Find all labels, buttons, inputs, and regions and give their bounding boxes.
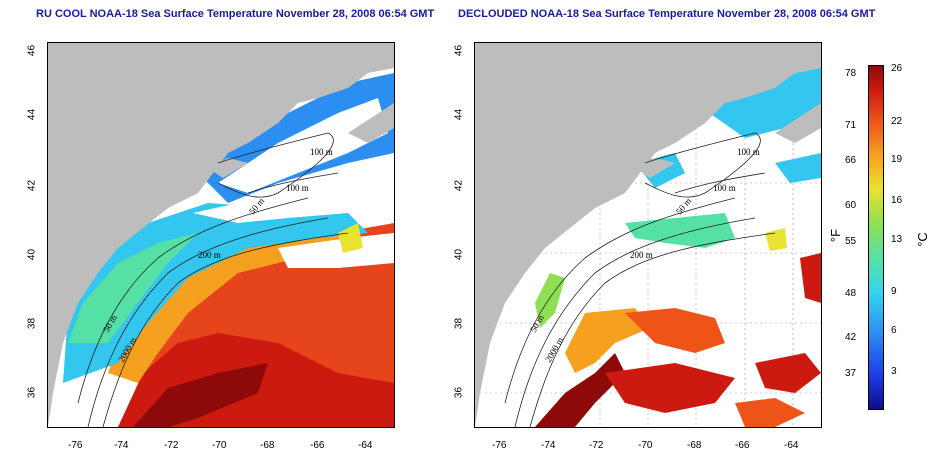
contour-100m-b [247,172,339,194]
lat-tick: 38 [453,317,465,330]
lon-tick: -70 [212,440,227,451]
lat-tick: 36 [26,386,38,399]
celsius-tick: 22 [891,116,903,127]
contour-label-100m-a: 100 m [737,147,760,157]
lat-tick: 44 [453,108,465,121]
fahrenheit-tick: 60 [845,200,857,211]
cloud-band [193,153,394,223]
contour-50m [504,197,736,404]
contour-100m-b [674,172,766,194]
nova-scotia [348,103,394,143]
right-sst-map: 100 m 100 m 50 m 200 m 50 m 2000 m [474,42,822,428]
lon-tick: -74 [114,440,129,451]
offshore-warm-patch [755,353,821,393]
lon-tick: -66 [735,440,750,451]
contour-2000m [529,232,776,427]
lon-tick: -64 [358,440,373,451]
gulf-stream-core [535,353,625,427]
celsius-tick: 6 [891,325,897,336]
lat-tick: 40 [453,248,465,261]
fahrenheit-tick: 37 [845,368,857,379]
lon-tick: -68 [687,440,702,451]
lat-tick: 46 [26,44,38,57]
fahrenheit-tick: 66 [845,155,857,166]
gulf-of-maine-clouds [218,98,388,193]
warm-sst-patch [625,308,725,353]
fahrenheit-tick: 71 [845,120,857,131]
land-mass [48,43,394,427]
fahrenheit-tick: 48 [845,288,857,299]
lat-tick: 40 [26,248,38,261]
contour-200m [87,217,329,427]
contour-label-200m: 200 m [198,250,221,260]
gulf-stream-core [133,363,268,427]
lat-tick: 44 [26,108,38,121]
gulf-of-maine-sst [695,68,821,138]
lat-tick: 46 [453,44,465,57]
fahrenheit-tick: 78 [845,68,857,79]
celsius-tick: 16 [891,195,903,206]
contour-label-100m-a: 100 m [310,147,333,157]
land-mass [475,43,821,427]
celsius-tick: 9 [891,286,897,297]
right-map-title: DECLOUDED NOAA-18 Sea Surface Temperatur… [458,8,876,20]
offshore-warm-patch [800,253,821,303]
celsius-tick: 13 [891,234,903,245]
lon-tick: -72 [589,440,604,451]
lon-tick: -72 [164,440,179,451]
contour-50m [77,197,309,404]
shelf-mild-patch [625,213,735,248]
offshore-warm-patch [735,398,805,427]
contour-label-100m-b: 100 m [286,183,309,193]
celsius-tick: 3 [891,366,897,377]
right-map-canvas: 100 m 100 m 50 m 200 m 50 m 2000 m [475,43,821,427]
lon-tick: -76 [68,440,83,451]
celsius-unit-label: °C [914,232,930,247]
left-sst-map: 100 m 100 m 50 m 200 m 50 m 2000 m [47,42,395,428]
contour-200m [514,217,756,427]
lon-tick: -68 [260,440,275,451]
contour-label-100m-b: 100 m [713,183,736,193]
lon-tick: -74 [541,440,556,451]
shelf-cool-region [63,203,368,383]
lon-tick: -76 [492,440,507,451]
offshore-clouds [278,233,394,268]
warm-sst-patch [565,308,650,373]
lon-tick: -64 [784,440,799,451]
fahrenheit-unit-label: °F [828,228,844,243]
contour-label-200m: 200 m [630,250,653,260]
fahrenheit-tick: 55 [845,236,857,247]
contour-2000m [102,232,349,427]
celsius-tick: 26 [891,63,903,74]
warm-eddy [338,223,363,253]
celsius-tick: 19 [891,154,903,165]
lon-tick: -70 [638,440,653,451]
georges-bank-sst [775,153,821,183]
lon-tick: -66 [310,440,325,451]
lat-tick: 42 [453,179,465,192]
left-map-title: RU COOL NOAA-18 Sea Surface Temperature … [36,8,435,20]
left-map-canvas: 100 m 100 m 50 m 200 m 50 m 2000 m [48,43,394,427]
gulf-stream-patch [605,363,735,413]
shelf-mild-region [68,233,198,343]
temperature-colorbar [868,65,884,410]
contour-100m [217,132,334,198]
fahrenheit-tick: 42 [845,332,857,343]
lat-tick: 38 [26,317,38,330]
nova-scotia [775,103,821,143]
lat-tick: 42 [26,179,38,192]
contour-100m [644,132,761,198]
lat-tick: 36 [453,386,465,399]
